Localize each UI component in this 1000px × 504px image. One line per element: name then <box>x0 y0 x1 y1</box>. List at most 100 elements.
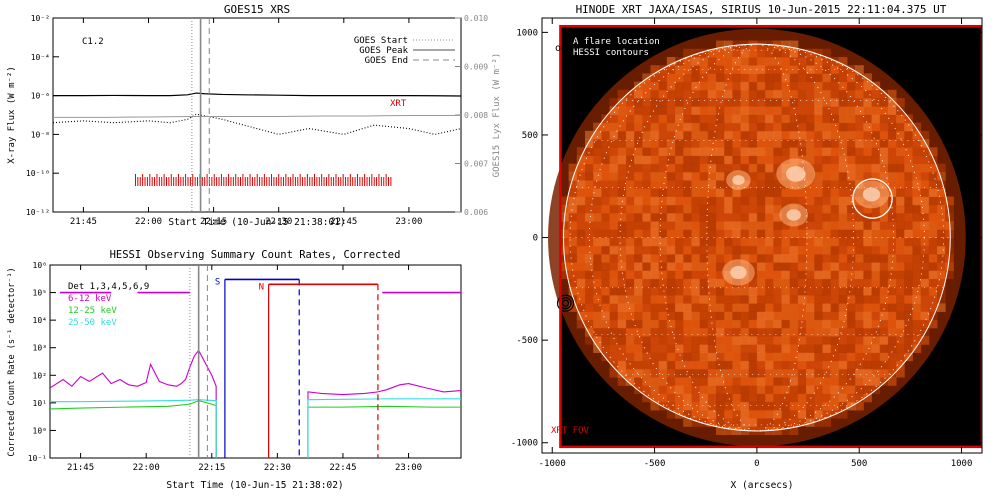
xrt-texture-cell <box>609 368 619 378</box>
xrt-texture-cell <box>830 278 840 288</box>
hessi-series-25-50-keV <box>307 398 461 458</box>
xrt-texture-cell <box>806 81 815 91</box>
xrt-texture-cell <box>625 303 635 312</box>
xrt-texture-cell <box>765 106 774 115</box>
xrt-texture-cell <box>675 147 684 156</box>
xrt-texture-cell <box>871 311 881 321</box>
hessi-y-tick-label: 10³ <box>33 344 47 353</box>
xrt-texture-cell <box>806 48 815 58</box>
xrt-texture-cell <box>773 352 782 362</box>
xrt-texture-cell <box>666 303 676 312</box>
xrt-texture-cell <box>658 180 668 189</box>
goes-xrt-observation-ticks <box>134 174 392 186</box>
xrt-texture-cell <box>584 147 594 156</box>
xrt-texture-cell <box>699 336 709 345</box>
xrt-texture-cell <box>691 130 701 140</box>
xrt-texture-cell <box>666 377 676 386</box>
xrt-texture-cell <box>650 368 660 378</box>
xrt-texture-cell <box>928 171 938 181</box>
xrt-texture-cell <box>765 147 774 156</box>
xrt-texture-cell <box>658 295 668 304</box>
xrt-texture-cell <box>797 409 807 419</box>
xrt-texture-cell <box>748 278 758 288</box>
xrt-texture-cell <box>748 122 758 132</box>
xrt-texture-cell <box>896 245 905 255</box>
xrt-texture-cell <box>806 360 815 370</box>
xrt-texture-cell <box>724 360 733 370</box>
xrt-texture-cell <box>601 139 611 148</box>
xrt-texture-cell <box>838 196 848 206</box>
xrt-x-label: X (arcsecs) <box>731 480 794 491</box>
xrt-texture-cell <box>855 204 864 214</box>
xrt-texture-cell <box>666 155 676 165</box>
xrt-texture-cell <box>601 295 611 304</box>
xrt-texture-cell <box>896 212 905 222</box>
xrt-texture-cell <box>945 229 954 239</box>
xrt-texture-cell <box>625 237 635 247</box>
xrt-texture-cell <box>584 327 594 337</box>
xrt-texture-cell <box>846 204 856 214</box>
xrt-texture-cell <box>748 344 758 353</box>
xrt-texture-cell <box>879 295 889 304</box>
xrt-texture-cell <box>683 106 692 115</box>
xrt-texture-cell <box>756 393 766 403</box>
xrt-texture-cell <box>675 171 684 181</box>
xrt-texture-cell <box>765 163 774 173</box>
xrt-texture-cell <box>846 311 856 321</box>
xrt-texture-cell <box>756 180 766 189</box>
xrt-texture-cell <box>912 229 922 239</box>
xrt-texture-cell <box>732 81 742 91</box>
xrt-texture-cell <box>789 418 799 427</box>
xrt-texture-cell <box>683 270 692 280</box>
xrt-texture-cell <box>855 163 864 173</box>
xrt-texture-cell <box>887 221 897 230</box>
xrt-texture-cell <box>650 212 660 222</box>
xrt-texture-cell <box>896 368 905 378</box>
xrt-texture-cell <box>773 311 782 321</box>
xrt-texture-cell <box>699 303 709 312</box>
xrt-texture-cell <box>936 270 946 280</box>
xrt-texture-cell <box>732 368 742 378</box>
xrt-texture-cell <box>781 114 791 124</box>
xrt-texture-cell <box>691 229 701 239</box>
xrt-texture-cell <box>797 48 807 58</box>
xrt-texture-cell <box>699 360 709 370</box>
xrt-texture-cell <box>584 262 594 271</box>
xrt-texture-cell <box>871 204 881 214</box>
xrt-y-tick-label: 1000 <box>516 28 538 38</box>
xrt-texture-cell <box>699 401 709 411</box>
hessi-legend-title: Det 1,3,4,5,6,9 <box>68 282 149 292</box>
xrt-texture-cell <box>634 385 643 394</box>
xrt-texture-cell <box>806 262 815 271</box>
xrt-texture-cell <box>740 401 750 411</box>
xrt-texture-cell <box>617 106 627 115</box>
xrt-texture-cell <box>658 122 668 132</box>
xrt-texture-cell <box>715 393 725 403</box>
xrt-texture-cell <box>699 311 709 321</box>
xrt-texture-cell <box>863 130 872 140</box>
xrt-texture-cell <box>789 295 799 304</box>
xrt-texture-cell <box>904 303 913 312</box>
hessi-flare-markers <box>189 265 208 458</box>
xrt-texture-cell <box>912 270 922 280</box>
xrt-texture-cell <box>683 221 692 230</box>
xrt-legend-hessi: HESSI contours <box>573 48 649 58</box>
goes-y2-tick-label: 0.006 <box>464 208 488 217</box>
xrt-texture-cell <box>724 204 733 214</box>
xrt-texture-cell <box>806 221 815 230</box>
xrt-texture-cell <box>814 48 823 58</box>
xrt-texture-cell <box>609 319 619 329</box>
hessi-y-tick-label: 10¹ <box>33 399 47 408</box>
xrt-texture-cell <box>675 221 684 230</box>
xrt-texture-cell <box>765 196 774 206</box>
xrt-texture-cell <box>642 98 651 107</box>
xrt-texture-cell <box>691 139 701 148</box>
xrt-texture-cell <box>666 319 676 329</box>
xrt-texture-cell <box>789 393 799 403</box>
xrt-texture-cell <box>691 253 701 263</box>
xrt-texture-cell <box>797 262 807 271</box>
xrt-texture-cell <box>691 163 701 173</box>
xrt-texture-cell <box>576 245 586 255</box>
xrt-texture-cell <box>863 377 872 386</box>
xrt-texture-cell <box>699 81 709 91</box>
